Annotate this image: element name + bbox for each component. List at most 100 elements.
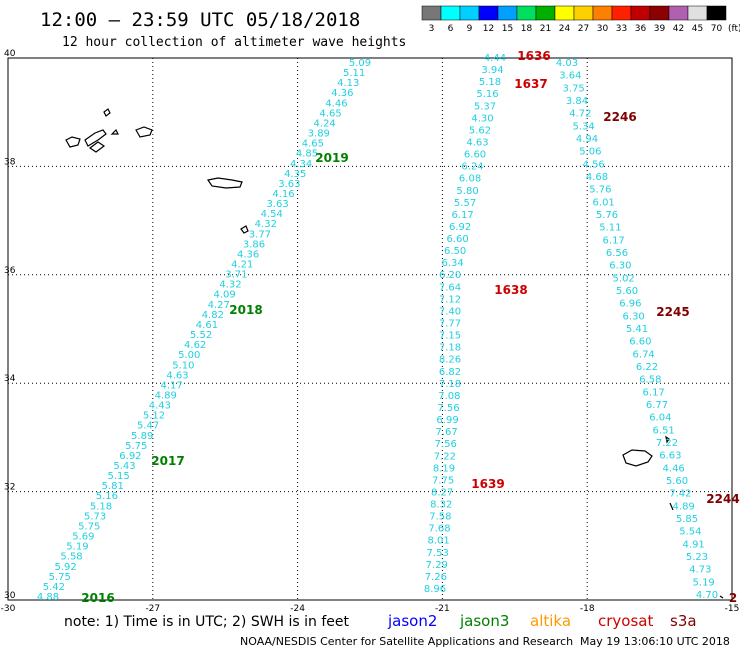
scale-label: 42 [673, 24, 684, 34]
time-label: 2 [729, 591, 737, 605]
wave-value: 5.43 [113, 461, 135, 472]
scale-label: 18 [521, 24, 533, 34]
wave-value: 7.26 [425, 572, 447, 583]
wave-value: 4.46 [663, 463, 685, 474]
wave-value: 5.73 [84, 511, 106, 522]
scale-swatch [668, 5, 689, 21]
wave-value: 4.46 [325, 98, 347, 109]
wave-value: 4.89 [155, 390, 177, 401]
scale-swatch [573, 5, 594, 21]
wave-value: 6.17 [643, 387, 665, 398]
wave-value: 7.22 [434, 451, 456, 462]
wave-value: 6.63 [659, 451, 681, 462]
wave-value: 5.02 [613, 273, 635, 284]
coastline [65, 108, 724, 599]
wave-value: 4.35 [284, 169, 306, 180]
scale-label: 27 [578, 24, 589, 34]
map-title: 12:00 – 23:59 UTC 05/18/2018 [40, 9, 360, 31]
scale-label: 15 [502, 24, 513, 34]
wave-value: 6.17 [451, 210, 473, 221]
wave-value: 6.30 [623, 311, 645, 322]
wave-value: 5.69 [72, 532, 94, 543]
scale-swatch [497, 5, 518, 21]
wave-value: 3.86 [243, 239, 265, 250]
wave-value: 4.32 [219, 280, 241, 291]
lon-label: -18 [580, 604, 595, 614]
wave-value: 3.75 [563, 83, 585, 94]
scale-label: 33 [616, 24, 627, 34]
wave-value: 4.63 [466, 137, 488, 148]
wave-value: 5.11 [599, 223, 621, 234]
scale-swatch [630, 5, 651, 21]
wave-value: 6.51 [653, 425, 675, 436]
wave-value: 6.92 [119, 451, 141, 462]
wave-value: 4.24 [314, 118, 336, 129]
scale-label: 39 [654, 24, 666, 34]
scale-label: 3 [429, 24, 435, 34]
wave-value: 5.58 [60, 552, 82, 563]
scale-swatch [478, 5, 499, 21]
wave-value: 5.75 [125, 441, 147, 452]
time-label: 2245 [656, 305, 689, 319]
wave-value: 7.15 [439, 331, 461, 342]
wave-value: 4.61 [196, 320, 218, 331]
wave-value: 5.80 [456, 186, 478, 197]
wave-value: 6.17 [603, 235, 625, 246]
wave-value: 4.43 [149, 401, 171, 412]
wave-value: 5.00 [178, 350, 200, 361]
wave-value: 5.09 [349, 58, 371, 69]
wave-value: 5.52 [190, 330, 212, 341]
satellite-name: s3a [670, 612, 697, 630]
wave-value: 5.76 [589, 185, 611, 196]
lat-label: 34 [4, 374, 16, 384]
wave-value: 5.92 [55, 562, 77, 573]
wave-value: 6.34 [441, 258, 463, 269]
wave-value: 6.82 [439, 367, 461, 378]
wave-value: 4.03 [556, 58, 578, 69]
scale-label: 12 [483, 24, 494, 34]
wave-value: 3.64 [559, 71, 581, 82]
lon-label: -30 [1, 604, 16, 614]
wave-value: 4.65 [319, 108, 341, 119]
plot-frame [7, 57, 733, 601]
wave-value: 4.13 [337, 78, 359, 89]
wave-value: 5.42 [43, 582, 65, 593]
wave-value: 6.04 [649, 413, 671, 424]
wave-value: 8.32 [430, 500, 452, 511]
scale-label: 6 [448, 24, 454, 34]
wave-value: 7.67 [436, 427, 458, 438]
wave-value: 4.21 [231, 260, 253, 271]
lon-label: -15 [725, 604, 740, 614]
wave-value: 6.60 [446, 234, 468, 245]
wave-value: 7.56 [435, 439, 457, 450]
wave-value: 4.44 [484, 53, 506, 64]
scale-label: 30 [597, 24, 609, 34]
lon-label: -21 [435, 604, 450, 614]
lat-label: 40 [4, 49, 16, 59]
scale-label: 9 [467, 24, 473, 34]
wave-value: 6.20 [439, 270, 461, 281]
wave-value: 5.11 [343, 68, 365, 79]
wave-value: 5.37 [474, 101, 496, 112]
time-label: 1639 [471, 477, 504, 491]
wave-value: 4.34 [290, 159, 312, 170]
wave-value: 3.71 [225, 270, 247, 281]
time-label: 1636 [517, 49, 550, 63]
wave-value: 4.16 [272, 189, 294, 200]
wave-value: 6.58 [639, 375, 661, 386]
wave-value: 5.75 [78, 521, 100, 532]
satellite-name: jason2 [387, 612, 437, 630]
wave-value: 6.99 [436, 415, 458, 426]
scale-swatch [440, 5, 461, 21]
track-s3a: 4.03 3.643.75 3.84 4.725.34 4.94 5.064.56 4.68… [556, 58, 718, 601]
wave-value: 4.73 [689, 565, 711, 576]
wave-value: 7.18 [439, 343, 461, 354]
time-label: 2017 [151, 454, 184, 468]
wave-value: 5.16 [96, 491, 118, 502]
wave-value: 5.57 [454, 198, 476, 209]
wave-value: 4.82 [202, 310, 224, 321]
lat-label: 30 [4, 591, 16, 601]
wave-value: 4.62 [184, 340, 206, 351]
time-label: 2246 [603, 110, 636, 124]
